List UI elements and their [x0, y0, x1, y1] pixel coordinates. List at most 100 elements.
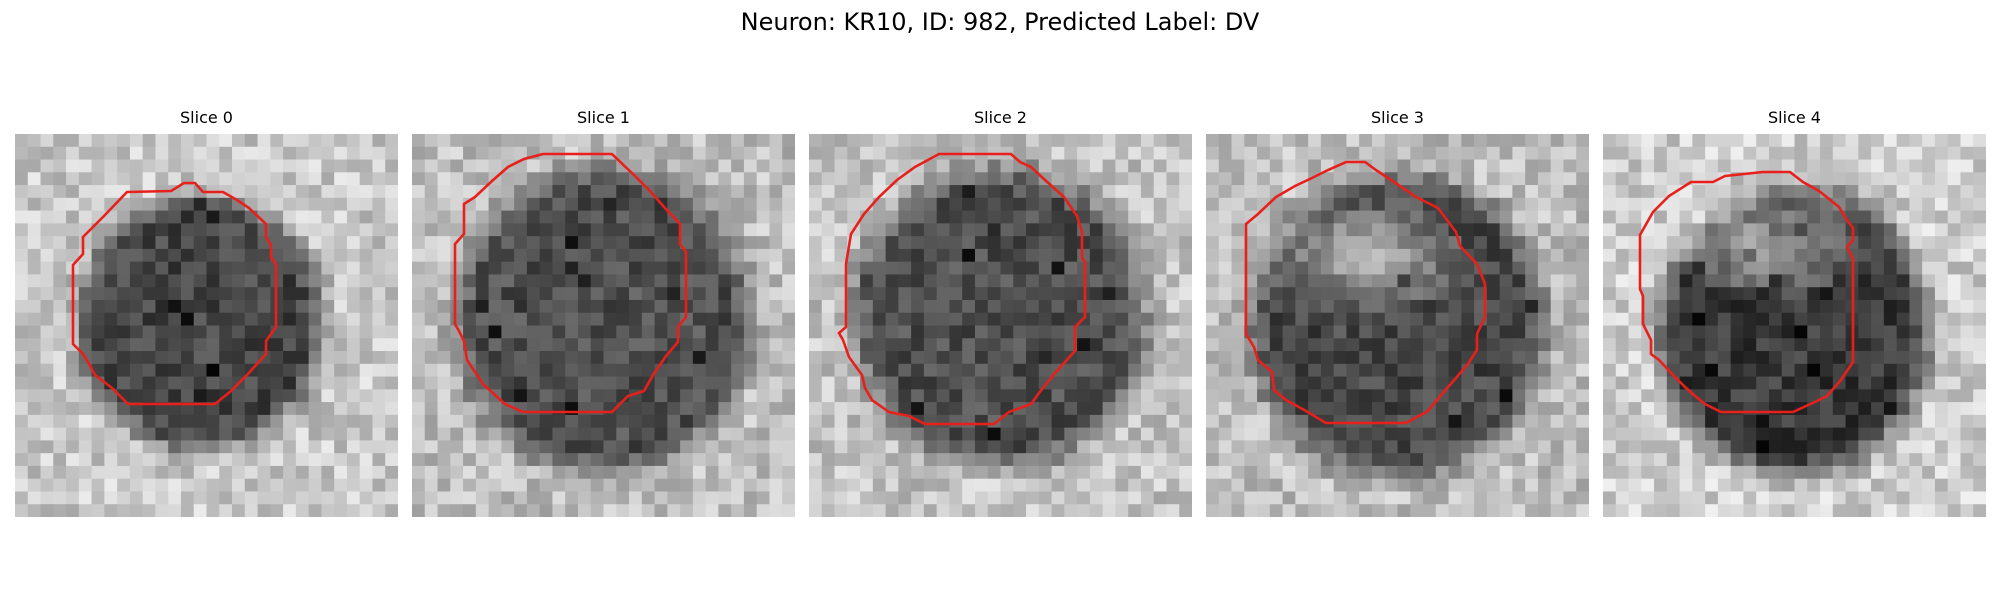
image-pixel — [1000, 363, 1014, 377]
image-pixel — [847, 261, 861, 275]
image-pixel — [718, 299, 732, 314]
image-pixel — [1692, 185, 1706, 199]
image-pixel — [1820, 261, 1834, 275]
image-pixel — [1756, 172, 1770, 186]
image-pixel — [463, 146, 477, 160]
image-pixel — [1820, 414, 1834, 429]
image-pixel — [1692, 389, 1706, 403]
image-pixel — [1435, 414, 1449, 429]
image-pixel — [346, 402, 361, 416]
image-pixel — [1845, 453, 1859, 467]
image-pixel — [1269, 465, 1283, 480]
image-pixel — [437, 453, 451, 467]
image-pixel — [1820, 172, 1834, 186]
image-pixel — [1000, 274, 1014, 288]
image-pixel — [590, 274, 604, 288]
image-pixel — [1026, 210, 1040, 224]
image-pixel — [219, 440, 233, 454]
image-pixel — [437, 261, 451, 275]
image-pixel — [1615, 325, 1629, 339]
image-pixel — [1832, 172, 1846, 186]
image-pixel — [117, 414, 131, 429]
image-pixel — [219, 414, 233, 429]
image-pixel — [603, 261, 617, 275]
image-pixel — [1257, 261, 1271, 275]
image-pixel — [308, 210, 322, 224]
image-pixel — [577, 210, 592, 224]
image-pixel — [1218, 414, 1232, 429]
image-pixel — [1320, 338, 1335, 352]
image-pixel — [206, 389, 220, 403]
image-pixel — [731, 402, 745, 416]
image-pixel — [834, 134, 848, 148]
image-pixel — [1743, 287, 1757, 301]
image-pixel — [1679, 338, 1693, 352]
image-pixel — [142, 312, 156, 326]
image-pixel — [1359, 248, 1373, 263]
image-pixel — [1257, 504, 1271, 517]
image-pixel — [1537, 172, 1552, 186]
image-pixel — [1333, 351, 1347, 365]
image-pixel — [552, 197, 566, 211]
image-pixel — [1705, 389, 1719, 403]
image-pixel — [168, 274, 182, 288]
image-pixel — [78, 491, 92, 505]
image-pixel — [821, 325, 835, 339]
image-pixel — [1973, 287, 1986, 301]
image-pixel — [1089, 363, 1104, 377]
image-pixel — [1845, 146, 1859, 160]
image-pixel — [168, 414, 182, 429]
image-pixel — [577, 185, 592, 199]
image-pixel — [1603, 427, 1617, 441]
image-pixel — [1051, 491, 1065, 505]
image-pixel — [1922, 248, 1936, 263]
image-pixel — [514, 427, 528, 441]
image-pixel — [1051, 248, 1065, 263]
image-pixel — [860, 287, 874, 301]
image-pixel — [463, 312, 477, 326]
image-pixel — [1679, 210, 1693, 224]
image-pixel — [590, 312, 604, 326]
image-pixel — [641, 299, 655, 314]
image-pixel — [743, 210, 758, 224]
image-pixel — [1666, 389, 1680, 403]
image-pixel — [1128, 440, 1142, 454]
image-pixel — [526, 440, 541, 454]
image-pixel — [949, 261, 963, 275]
image-pixel — [321, 453, 335, 467]
image-pixel — [756, 338, 770, 352]
image-pixel — [590, 440, 604, 454]
image-pixel — [1692, 376, 1706, 390]
image-pixel — [1934, 261, 1949, 275]
image-pixel — [346, 504, 361, 517]
image-pixel — [769, 389, 783, 403]
image-pixel — [1537, 236, 1552, 250]
image-pixel — [308, 159, 322, 173]
image-pixel — [1384, 223, 1398, 237]
image-pixel — [809, 363, 823, 377]
image-pixel — [117, 491, 131, 505]
image-pixel — [898, 312, 912, 326]
image-pixel — [872, 287, 886, 301]
image-pixel — [1282, 402, 1296, 416]
image-pixel — [1820, 236, 1834, 250]
image-pixel — [334, 465, 348, 480]
image-pixel — [1333, 376, 1347, 390]
image-pixel — [1499, 389, 1513, 403]
image-pixel — [641, 414, 655, 429]
image-pixel — [809, 465, 823, 480]
image-pixel — [66, 197, 80, 211]
image-pixel — [1550, 414, 1564, 429]
image-pixel — [346, 440, 361, 454]
image-pixel — [1654, 172, 1668, 186]
image-pixel — [603, 414, 617, 429]
image-pixel — [718, 312, 732, 326]
image-pixel — [155, 338, 169, 352]
image-pixel — [1128, 338, 1142, 352]
image-pixel — [1654, 146, 1668, 160]
image-pixel — [155, 287, 169, 301]
image-pixel — [860, 427, 874, 441]
image-pixel — [1883, 274, 1898, 288]
image-pixel — [1615, 185, 1629, 199]
image-pixel — [603, 491, 617, 505]
